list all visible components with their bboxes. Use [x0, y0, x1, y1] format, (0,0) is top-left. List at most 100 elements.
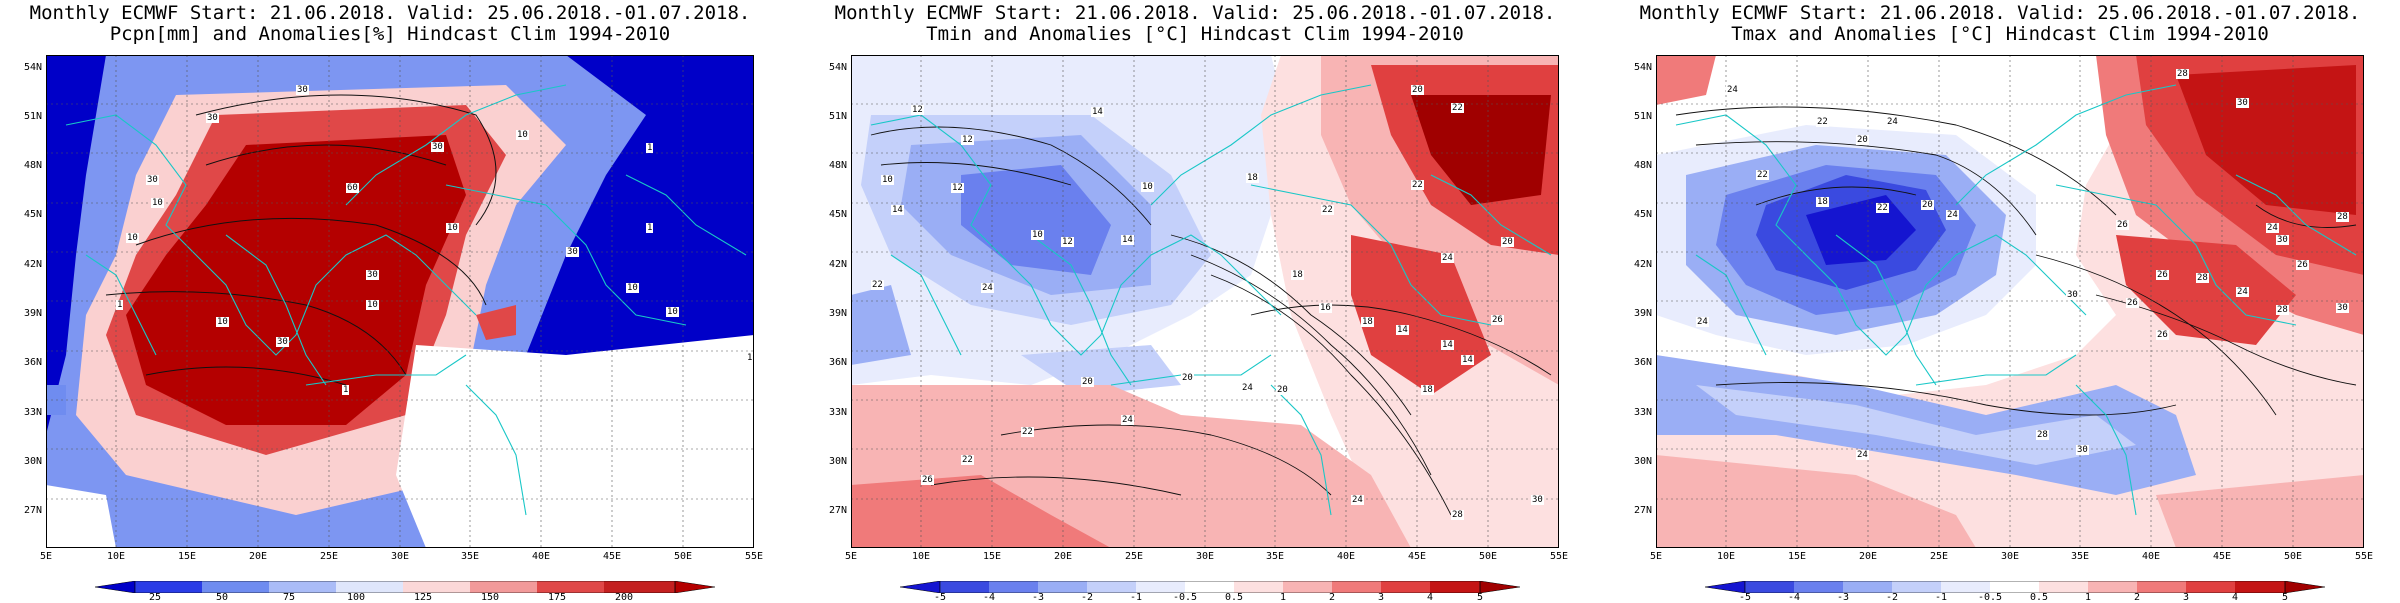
contour-label: 22 — [1876, 203, 1889, 213]
tmin-map-field — [851, 55, 1559, 548]
lat-tick: 45N — [23, 209, 42, 220]
lon-tick: 35E — [1265, 551, 1285, 562]
contour-label: 28 — [2176, 69, 2189, 79]
lat-tick: 51N — [1633, 111, 1652, 122]
tmin-map: 12 12 14 10 10 12 18 20 22 14 10 12 14 1… — [829, 55, 1568, 562]
colorbar-label: 1 — [2084, 592, 2092, 603]
colorbar-ramp — [900, 581, 1520, 593]
lat-tick: 45N — [828, 209, 847, 220]
contour-label: 18 — [1361, 317, 1374, 327]
lat-tick: 45N — [1633, 209, 1652, 220]
contour-label: 24 — [2266, 223, 2279, 233]
contour-label: 30 — [2276, 235, 2289, 245]
contour-label: 24 — [1886, 117, 1899, 127]
contour-label: 10 — [516, 130, 529, 140]
lat-tick: 39N — [1633, 308, 1652, 319]
lon-tick: 30E — [1195, 551, 1215, 562]
contour-label: 20 — [1411, 85, 1424, 95]
lat-tick: 54N — [828, 62, 847, 73]
contour-label: 24 — [981, 283, 994, 293]
contour-label: 14 — [1396, 325, 1409, 335]
contour-label: 20 — [1276, 385, 1289, 395]
colorbar-label: -4 — [982, 592, 996, 603]
tmax-map: 28 30 24 22 20 24 22 18 22 20 24 26 24 2… — [1634, 55, 2373, 562]
lat-tick: 36N — [828, 357, 847, 368]
contour-label: 24 — [1726, 85, 1739, 95]
lat-tick: 54N — [1633, 62, 1652, 73]
contour-label: 30 — [2066, 290, 2079, 300]
lon-tick: 45E — [1407, 551, 1427, 562]
colorbar-label: 3 — [2182, 592, 2190, 603]
contour-label: 24 — [1121, 415, 1134, 425]
lat-tick: 39N — [23, 308, 42, 319]
contour-label: 24 — [1441, 253, 1454, 263]
contour-label: 30 — [1531, 495, 1544, 505]
colorbar-ramp — [1705, 581, 2325, 593]
contour-label: 26 — [2116, 220, 2129, 230]
lat-tick: 27N — [828, 505, 847, 516]
colorbar-label: 3 — [1377, 592, 1385, 603]
contour-label: 10 — [151, 198, 164, 208]
colorbar-label: 150 — [480, 592, 500, 603]
lat-tick: 51N — [23, 111, 42, 122]
colorbar-label: -5 — [933, 592, 947, 603]
lon-tick: 40E — [1336, 551, 1356, 562]
contour-label: 10 — [1031, 230, 1044, 240]
contour-label: 30 — [366, 270, 379, 280]
contour-label: 24 — [1946, 210, 1959, 220]
panel-title-line2: Tmax and Anomalies [°C] Hindcast Clim 19… — [1731, 23, 2269, 45]
lon-tick: 10E — [911, 551, 931, 562]
panel-title-line2: Pcpn[mm] and Anomalies[%] Hindcast Clim … — [109, 23, 671, 45]
colorbar-label: -0.5 — [1977, 592, 2003, 603]
precip-map: 30 30 30 10 1 60 30 10 10 10 1 30 10 1 1… — [24, 55, 763, 562]
contour-label: 28 — [1451, 510, 1464, 520]
colorbar-label: -2 — [1885, 592, 1899, 603]
contour-label: 30 — [206, 113, 219, 123]
lon-tick: 25E — [319, 551, 339, 562]
lat-tick: 33N — [23, 407, 42, 418]
contour-label: 12 — [1061, 237, 1074, 247]
lon-tick: 40E — [2141, 551, 2161, 562]
colorbar-label: -1 — [1129, 592, 1143, 603]
lon-tick: 55E — [2354, 551, 2374, 562]
contour-label: 26 — [2126, 298, 2139, 308]
lat-tick: 27N — [23, 505, 42, 516]
colorbar-label: 0.5 — [1224, 592, 1244, 603]
contour-label: 22 — [1321, 205, 1334, 215]
contour-label: 20 — [1181, 373, 1194, 383]
contour-label: 26 — [921, 475, 934, 485]
lon-tick: 15E — [177, 551, 197, 562]
contour-label: 22 — [1756, 170, 1769, 180]
contour-label: 10 — [626, 283, 639, 293]
lat-tick: 48N — [1633, 160, 1652, 171]
colorbar — [900, 581, 1520, 593]
lat-tick: 30N — [1633, 456, 1652, 467]
contour-label: 24 — [1696, 317, 1709, 327]
colorbar-label: 5 — [1476, 592, 1484, 603]
colorbar-label: 0.5 — [2029, 592, 2049, 603]
lat-tick: 30N — [828, 456, 847, 467]
contour-label: 20 — [1501, 237, 1514, 247]
lat-tick: 51N — [828, 111, 847, 122]
contour-label: 16 — [1319, 303, 1332, 313]
contour-label: 22 — [1411, 180, 1424, 190]
lat-tick: 36N — [23, 357, 42, 368]
lat-tick: 33N — [828, 407, 847, 418]
contour-label: 10 — [366, 300, 379, 310]
lon-tick: 40E — [531, 551, 551, 562]
contour-label: 30 — [431, 142, 444, 152]
contour-label: 30 — [566, 247, 579, 257]
contour-label: 60 — [346, 183, 359, 193]
lon-tick: 20E — [1053, 551, 1073, 562]
lon-tick: 5E — [844, 551, 858, 562]
lon-tick: 55E — [744, 551, 764, 562]
contour-label: 12 — [951, 183, 964, 193]
contour-label: 14 — [1441, 340, 1454, 350]
colorbar-label: 50 — [215, 592, 229, 603]
lon-tick: 10E — [1716, 551, 1736, 562]
contour-label: 30 — [146, 175, 159, 185]
contour-label: 1 — [646, 223, 654, 233]
contour-label: 10 — [1141, 182, 1154, 192]
contour-label: 1 — [342, 385, 350, 395]
panel-tmax: Monthly ECMWF Start: 21.06.2018. Valid: … — [1610, 0, 2390, 603]
